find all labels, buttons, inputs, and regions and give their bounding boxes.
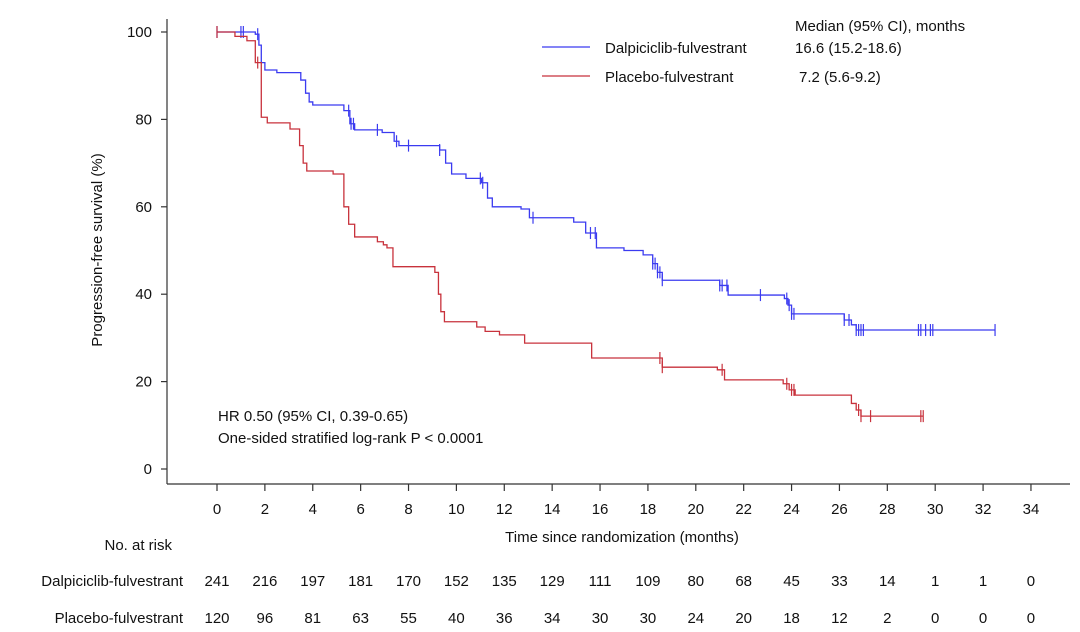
risk-count: 152 xyxy=(444,573,469,590)
legend-label: Dalpiciclib-fulvestrant xyxy=(605,40,748,57)
risk-count: 81 xyxy=(304,610,321,627)
risk-count: 1 xyxy=(931,573,939,590)
risk-count: 216 xyxy=(252,573,277,590)
x-tick-label: 26 xyxy=(831,501,848,518)
x-ticks: 0 2 4 6 8 10 12 14 16 18 20 22 24 26 28 30 32 34 xyxy=(213,484,1039,518)
risk-count: 0 xyxy=(1027,610,1035,627)
x-axis-title: Time since randomization (months) xyxy=(505,529,739,546)
risk-count: 0 xyxy=(931,610,939,627)
x-tick-label: 30 xyxy=(927,501,944,518)
risk-table-title: No. at risk xyxy=(104,537,172,554)
risk-count: 14 xyxy=(879,573,896,590)
risk-count: 63 xyxy=(352,610,369,627)
risk-count: 45 xyxy=(783,573,800,590)
risk-count: 120 xyxy=(204,610,229,627)
risk-count: 96 xyxy=(257,610,274,627)
y-tick-label: 0 xyxy=(144,461,152,478)
y-axis-title: Progression-free survival (%) xyxy=(89,153,106,346)
risk-count: 30 xyxy=(592,610,609,627)
x-tick-label: 4 xyxy=(309,501,317,518)
risk-count: 2 xyxy=(883,610,891,627)
y-tick-label: 60 xyxy=(135,199,152,216)
risk-count: 0 xyxy=(979,610,987,627)
legend-header: Median (95% CI), months xyxy=(795,18,965,35)
risk-count: 0 xyxy=(1027,573,1035,590)
risk-count: 80 xyxy=(687,573,704,590)
y-tick-label: 80 xyxy=(135,111,152,128)
risk-count: 1 xyxy=(979,573,987,590)
risk-count: 36 xyxy=(496,610,513,627)
survival-curve-dalpiciclib xyxy=(217,31,996,331)
legend-median: 7.2 (5.6-9.2) xyxy=(799,69,881,86)
x-tick-label: 0 xyxy=(213,501,221,518)
x-tick-label: 34 xyxy=(1023,501,1040,518)
risk-count: 30 xyxy=(640,610,657,627)
risk-count: 33 xyxy=(831,573,848,590)
risk-count: 109 xyxy=(635,573,660,590)
risk-count: 34 xyxy=(544,610,561,627)
x-tick-label: 20 xyxy=(687,501,704,518)
hazard-ratio-annotation: HR 0.50 (95% CI, 0.39-0.65) xyxy=(218,408,408,425)
x-tick-label: 14 xyxy=(544,501,561,518)
legend-median: 16.6 (15.2-18.6) xyxy=(795,40,902,57)
x-tick-label: 2 xyxy=(261,501,269,518)
survival-curves xyxy=(216,26,996,423)
x-tick-label: 28 xyxy=(879,501,896,518)
y-tick-label: 20 xyxy=(135,374,152,391)
risk-count: 170 xyxy=(396,573,421,590)
risk-count: 55 xyxy=(400,610,417,627)
risk-count: 111 xyxy=(589,573,612,590)
x-tick-label: 22 xyxy=(735,501,752,518)
risk-count: 12 xyxy=(831,610,848,627)
legend-label: Placebo-fulvestrant xyxy=(605,69,734,86)
y-tick-label: 100 xyxy=(127,24,152,41)
x-tick-label: 32 xyxy=(975,501,992,518)
risk-count: 24 xyxy=(687,610,704,627)
risk-count: 129 xyxy=(540,573,565,590)
risk-table: Dalpiciclib-fulvestrant 241 216 197 181 170 15… xyxy=(41,573,1035,627)
p-value-annotation: One-sided stratified log-rank P < 0.0001 xyxy=(218,430,483,447)
y-ticks: 0 20 40 60 80 100 xyxy=(127,24,167,478)
risk-count: 181 xyxy=(348,573,373,590)
x-tick-label: 6 xyxy=(356,501,364,518)
risk-count: 241 xyxy=(204,573,229,590)
risk-count: 135 xyxy=(492,573,517,590)
risk-count: 197 xyxy=(300,573,325,590)
risk-row-label: Placebo-fulvestrant xyxy=(55,610,184,627)
y-tick-label: 40 xyxy=(135,286,152,303)
survival-curve-placebo xyxy=(217,31,924,417)
risk-count: 40 xyxy=(448,610,465,627)
x-tick-label: 12 xyxy=(496,501,513,518)
axes xyxy=(166,19,1070,485)
risk-count: 20 xyxy=(735,610,752,627)
risk-count: 68 xyxy=(735,573,752,590)
x-tick-label: 10 xyxy=(448,501,465,518)
x-tick-label: 18 xyxy=(640,501,657,518)
risk-count: 18 xyxy=(783,610,800,627)
risk-row-label: Dalpiciclib-fulvestrant xyxy=(41,573,184,590)
x-tick-label: 8 xyxy=(404,501,412,518)
x-tick-label: 16 xyxy=(592,501,609,518)
x-tick-label: 24 xyxy=(783,501,800,518)
legend: Median (95% CI), months Dalpiciclib-fulv… xyxy=(542,18,965,86)
